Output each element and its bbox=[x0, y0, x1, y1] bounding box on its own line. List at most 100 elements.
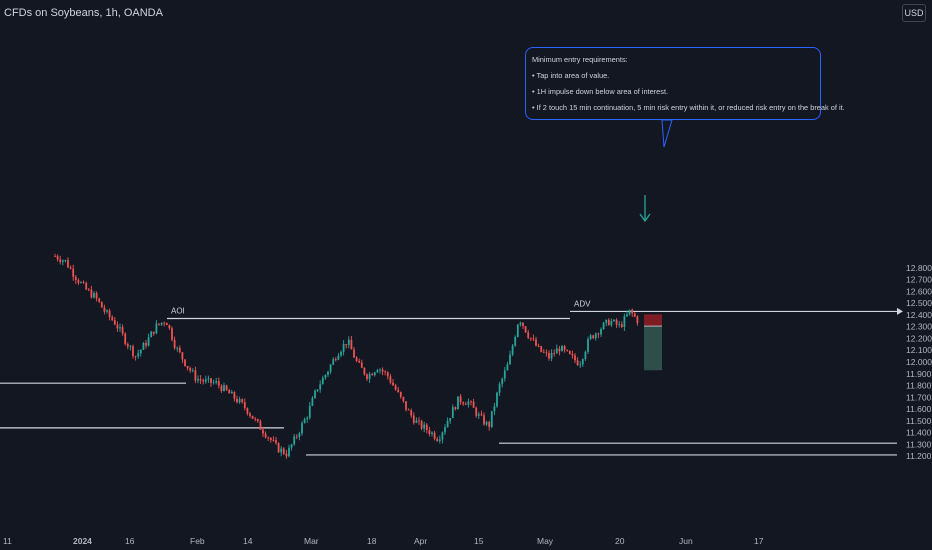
candle-body bbox=[93, 293, 95, 298]
candle-body bbox=[592, 335, 595, 339]
candle-body bbox=[438, 439, 441, 441]
candle-body bbox=[587, 339, 589, 352]
candle-body bbox=[358, 360, 361, 363]
candle-body bbox=[602, 322, 605, 330]
x-tick-label: Mar bbox=[304, 536, 319, 546]
candle-body bbox=[509, 354, 511, 365]
candle-body bbox=[121, 327, 124, 334]
candle-body bbox=[379, 369, 381, 371]
x-tick-label: 16 bbox=[125, 536, 135, 546]
candle-body bbox=[410, 410, 413, 416]
candle-body bbox=[386, 372, 389, 377]
candle-body bbox=[290, 444, 293, 448]
candle-body bbox=[215, 381, 218, 383]
candle-body bbox=[340, 351, 342, 356]
candle-body bbox=[480, 414, 483, 416]
callout-pointer bbox=[661, 119, 673, 148]
candle-body bbox=[111, 317, 114, 321]
candle-body bbox=[485, 422, 488, 425]
candle-body bbox=[540, 346, 543, 352]
candle-body bbox=[176, 347, 179, 349]
x-tick-label: 20 bbox=[615, 536, 625, 546]
candle-body bbox=[488, 422, 491, 427]
y-tick-label: 11.800 bbox=[906, 381, 932, 391]
candle-body bbox=[251, 415, 254, 419]
candle-body bbox=[303, 419, 306, 424]
candle-body bbox=[85, 282, 88, 290]
candle-body bbox=[522, 322, 524, 327]
candle-body bbox=[371, 374, 374, 376]
candle-body bbox=[451, 407, 454, 419]
candle-body bbox=[329, 364, 332, 372]
arrow-down-icon bbox=[639, 195, 651, 223]
y-tick-label: 11.900 bbox=[906, 369, 932, 379]
candle-body bbox=[493, 406, 496, 412]
candle-body bbox=[277, 443, 280, 453]
candle-body bbox=[477, 414, 480, 416]
candle-body bbox=[254, 418, 257, 420]
candle-body bbox=[594, 333, 597, 339]
candle-body bbox=[236, 398, 238, 403]
x-tick-label: May bbox=[537, 536, 554, 546]
candle-body bbox=[433, 432, 436, 439]
target-zone bbox=[644, 326, 662, 371]
candle-body bbox=[137, 353, 140, 357]
candle-body bbox=[347, 339, 350, 346]
candle-body bbox=[223, 385, 225, 391]
y-tick-label: 12.100 bbox=[906, 345, 932, 355]
candle-body bbox=[496, 392, 498, 407]
candle-body bbox=[384, 371, 387, 373]
candle-body bbox=[126, 344, 129, 347]
candle-body bbox=[636, 316, 639, 324]
candle-body bbox=[301, 423, 303, 434]
candle-body bbox=[423, 424, 426, 429]
candle-body bbox=[597, 333, 600, 335]
candle-body bbox=[308, 405, 311, 418]
candle-body bbox=[566, 349, 569, 351]
candle-body bbox=[220, 385, 223, 391]
y-tick-label: 12.300 bbox=[906, 322, 932, 332]
candle-body bbox=[457, 396, 459, 410]
candle-body bbox=[376, 370, 379, 373]
candle-body bbox=[334, 359, 337, 360]
candle-body bbox=[418, 420, 420, 422]
candle-body bbox=[194, 370, 197, 381]
candle-body bbox=[311, 397, 314, 406]
candle-body bbox=[202, 380, 205, 382]
candle-body bbox=[285, 453, 288, 457]
candle-body bbox=[139, 349, 142, 354]
x-tick-label: 2024 bbox=[73, 536, 92, 546]
candle-body bbox=[264, 433, 267, 438]
y-tick-label: 12.600 bbox=[906, 286, 932, 296]
candle-body bbox=[563, 346, 566, 350]
currency-button[interactable]: USD bbox=[902, 4, 926, 22]
candle-body bbox=[160, 322, 163, 325]
candle-body bbox=[324, 374, 327, 378]
candle-body bbox=[337, 355, 340, 360]
candle-body bbox=[589, 335, 592, 340]
candle-body bbox=[316, 389, 319, 391]
candle-body bbox=[407, 409, 410, 411]
candle-body bbox=[129, 346, 132, 347]
candle-body bbox=[394, 385, 397, 390]
candle-body bbox=[163, 322, 166, 324]
short-position-tool[interactable] bbox=[639, 119, 673, 371]
candle-body bbox=[186, 365, 189, 369]
candle-body bbox=[360, 362, 363, 368]
candle-body bbox=[464, 403, 467, 405]
candle-body bbox=[142, 342, 145, 350]
candle-body bbox=[529, 337, 532, 339]
candle-body bbox=[100, 301, 103, 308]
candle-body bbox=[106, 310, 108, 312]
callout-note[interactable]: Minimum entry requirements: • Tap into a… bbox=[525, 47, 845, 120]
candle-body bbox=[628, 309, 631, 315]
candle-body bbox=[103, 307, 106, 312]
candle-body bbox=[545, 352, 548, 354]
note-heading: Minimum entry requirements: bbox=[532, 55, 628, 64]
y-tick-label: 11.200 bbox=[906, 451, 932, 461]
candle-body bbox=[342, 343, 345, 352]
y-tick-label: 12.400 bbox=[906, 310, 932, 320]
candle-body bbox=[537, 345, 540, 347]
